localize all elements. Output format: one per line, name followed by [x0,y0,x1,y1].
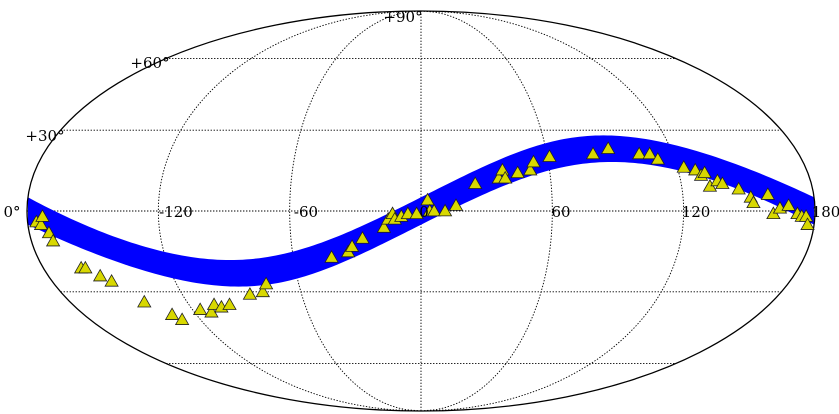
tick-labels: -120 -60 0 60 120 180 0° +30° +60° +90° [3,8,839,221]
data-point-6 [78,260,93,274]
data-point-22 [344,239,360,252]
data-point-56 [731,181,746,195]
data-point-4 [45,233,61,247]
y-tick-label: 0° [3,203,20,221]
data-point-34 [437,203,453,217]
data-point-20 [324,250,339,263]
data-point-55 [715,176,730,189]
data-point-17 [242,287,258,300]
x-tick-label: 180 [812,203,839,221]
blue-band [26,10,816,412]
data-point-35 [448,198,464,211]
projection-border [26,10,816,412]
data-point-9 [137,294,152,308]
data-point-58 [746,195,761,209]
y-tick-label: +60° [130,54,169,72]
data-point-59 [760,187,776,200]
data-point-48 [650,151,666,165]
y-tick-label: +30° [25,127,64,145]
data-point-49 [676,160,691,173]
data-point-52 [697,165,712,179]
data-points [29,141,815,325]
data-point-19 [258,276,274,290]
data-point-23 [355,231,370,244]
y-tick-label: +90° [383,8,422,26]
data-point-18 [255,284,271,298]
data-point-24 [376,220,392,233]
data-point-40 [510,165,525,179]
data-point-39 [498,170,513,184]
data-point-62 [781,198,796,211]
data-point-45 [600,141,616,154]
data-point-31 [420,192,435,206]
x-tick-label: 120 [682,203,711,221]
data-point-46 [631,146,647,160]
data-point-2 [35,209,50,222]
data-point-66 [800,217,815,230]
data-point-8 [104,274,119,287]
data-point-44 [585,146,601,160]
x-tick-label: 0 [419,203,429,221]
data-point-10 [164,307,180,320]
data-point-13 [204,304,219,318]
data-point-12 [192,302,208,315]
data-point-36 [468,176,483,189]
data-point-29 [400,206,416,220]
data-point-7 [92,268,108,282]
ecliptic-band [27,135,815,287]
data-point-14 [206,297,222,310]
data-point-42 [526,154,541,168]
data-point-47 [642,146,657,160]
data-point-11 [174,312,190,325]
data-point-30 [409,206,424,220]
data-point-50 [688,162,703,176]
data-point-33 [426,203,442,217]
x-tick-label: -60 [294,203,318,221]
x-tick-label: 60 [551,203,570,221]
data-point-41 [523,162,538,176]
data-point-3 [41,225,57,239]
x-tick-label: -120 [159,203,193,221]
data-point-16 [222,297,237,310]
data-point-43 [542,149,557,162]
data-point-1 [33,217,49,230]
